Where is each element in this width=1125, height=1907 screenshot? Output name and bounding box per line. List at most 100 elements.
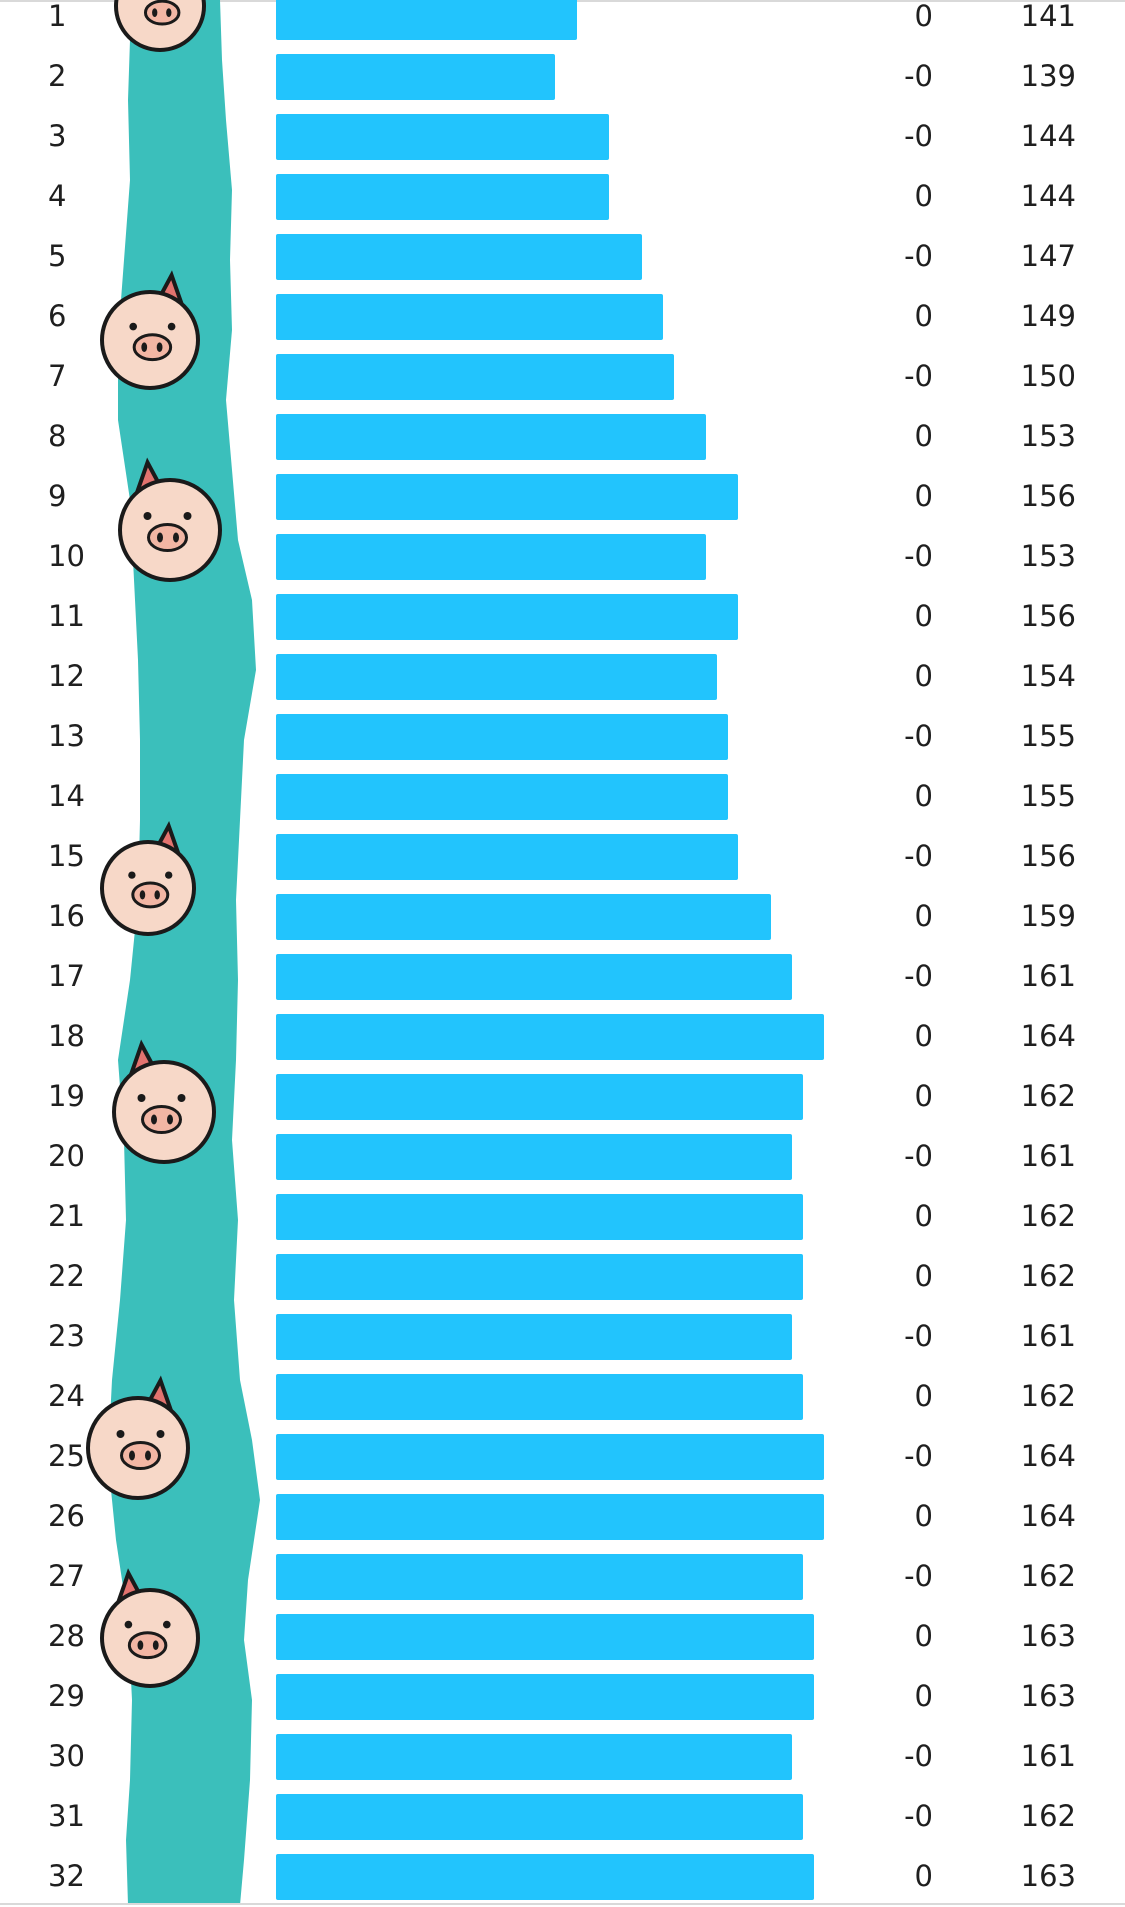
- chart-row: 1 0 141: [0, 0, 1125, 47]
- category-label: 15: [48, 839, 85, 873]
- delta-label: -0: [904, 719, 933, 753]
- bar: [276, 1254, 803, 1300]
- bar: [276, 114, 609, 160]
- value-label: 164: [1020, 1019, 1076, 1053]
- bar: [276, 1674, 814, 1720]
- bar: [276, 1014, 824, 1060]
- value-label: 162: [1020, 1259, 1076, 1293]
- category-label: 11: [48, 599, 85, 633]
- delta-label: -0: [904, 1319, 933, 1353]
- pig-face-icon: [118, 457, 222, 582]
- delta-label: 0: [914, 299, 933, 333]
- bar: [276, 714, 728, 760]
- category-label: 12: [48, 659, 85, 693]
- chart-row: 32 0 163: [0, 1847, 1125, 1907]
- delta-label: 0: [914, 1859, 933, 1893]
- bar: [276, 774, 728, 820]
- bar: [276, 1134, 792, 1180]
- category-label: 14: [48, 779, 85, 813]
- bar: [276, 1734, 792, 1780]
- category-label: 4: [48, 179, 67, 213]
- value-label: 161: [1020, 1319, 1076, 1353]
- category-label: 28: [48, 1619, 85, 1653]
- value-label: 156: [1020, 479, 1076, 513]
- delta-label: 0: [914, 179, 933, 213]
- value-label: 149: [1020, 299, 1076, 333]
- bar: [276, 234, 642, 280]
- delta-label: 0: [914, 1679, 933, 1713]
- delta-label: -0: [904, 839, 933, 873]
- chart-row: 27 -0 162: [0, 1547, 1125, 1607]
- delta-label: 0: [914, 1499, 933, 1533]
- chart-row: 6 0 149: [0, 287, 1125, 347]
- delta-label: 0: [914, 1259, 933, 1293]
- bar: [276, 1374, 803, 1420]
- value-label: 163: [1020, 1619, 1076, 1653]
- category-label: 29: [48, 1679, 85, 1713]
- pig-face-icon: [86, 1375, 190, 1500]
- delta-label: 0: [914, 0, 933, 33]
- value-label: 164: [1020, 1439, 1076, 1473]
- delta-label: 0: [914, 659, 933, 693]
- delta-label: 0: [914, 899, 933, 933]
- category-label: 32: [48, 1859, 85, 1893]
- delta-label: -0: [904, 539, 933, 573]
- chart-row: 5 -0 147: [0, 227, 1125, 287]
- category-label: 16: [48, 899, 85, 933]
- value-label: 141: [1020, 0, 1076, 33]
- category-label: 8: [48, 419, 67, 453]
- chart-row: 15 -0 156: [0, 827, 1125, 887]
- chart-row: 28 0 163: [0, 1607, 1125, 1667]
- delta-label: 0: [914, 419, 933, 453]
- value-label: 159: [1020, 899, 1076, 933]
- delta-label: -0: [904, 239, 933, 273]
- delta-label: -0: [904, 359, 933, 393]
- value-label: 161: [1020, 1139, 1076, 1173]
- value-label: 162: [1020, 1079, 1076, 1113]
- pig-face-icon: [100, 1568, 200, 1688]
- chart-row: 24 0 162: [0, 1367, 1125, 1427]
- value-label: 161: [1020, 1739, 1076, 1773]
- chart-row: 14 0 155: [0, 767, 1125, 827]
- pig-face-icon: [112, 1039, 216, 1164]
- bar: [276, 834, 738, 880]
- value-label: 155: [1020, 719, 1076, 753]
- category-label: 30: [48, 1739, 85, 1773]
- delta-label: -0: [904, 119, 933, 153]
- delta-label: 0: [914, 779, 933, 813]
- category-label: 3: [48, 119, 67, 153]
- pig-face-icon: [100, 270, 200, 390]
- category-label: 19: [48, 1079, 85, 1113]
- bar: [276, 1494, 824, 1540]
- bar: [276, 1854, 814, 1900]
- delta-label: 0: [914, 1019, 933, 1053]
- chart-row: 29 0 163: [0, 1667, 1125, 1727]
- chart-row: 2 -0 139: [0, 47, 1125, 107]
- value-label: 163: [1020, 1679, 1076, 1713]
- category-label: 6: [48, 299, 67, 333]
- bar: [276, 54, 555, 100]
- bar: [276, 1194, 803, 1240]
- delta-label: 0: [914, 1379, 933, 1413]
- bar: [276, 414, 706, 460]
- bar: [276, 594, 738, 640]
- category-label: 26: [48, 1499, 85, 1533]
- category-label: 13: [48, 719, 85, 753]
- bar: [276, 954, 792, 1000]
- bar: [276, 0, 577, 40]
- chart-row: 20 -0 161: [0, 1127, 1125, 1187]
- category-label: 2: [48, 59, 67, 93]
- delta-label: -0: [904, 59, 933, 93]
- bar: [276, 294, 663, 340]
- delta-label: 0: [914, 599, 933, 633]
- bar: [276, 354, 674, 400]
- category-label: 25: [48, 1439, 85, 1473]
- bar: [276, 894, 771, 940]
- value-label: 156: [1020, 839, 1076, 873]
- value-label: 161: [1020, 959, 1076, 993]
- chart-row: 22 0 162: [0, 1247, 1125, 1307]
- value-label: 164: [1020, 1499, 1076, 1533]
- chart-row: 4 0 144: [0, 167, 1125, 227]
- category-label: 1: [48, 0, 67, 33]
- bar: [276, 1794, 803, 1840]
